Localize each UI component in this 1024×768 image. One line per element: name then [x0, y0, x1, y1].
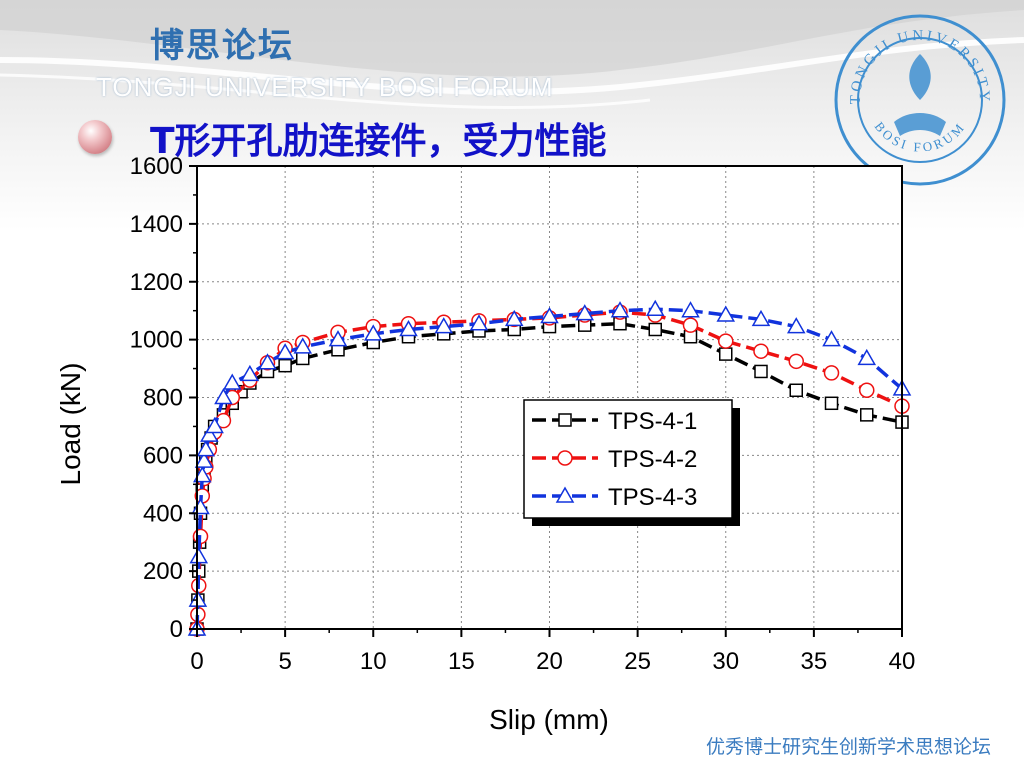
x-tick-label: 40: [889, 648, 916, 675]
data-point: [189, 547, 209, 564]
data-point: [469, 314, 489, 331]
data-point: [278, 358, 292, 373]
legend-label: TPS-4-2: [608, 446, 697, 473]
data-point: [719, 347, 733, 361]
data-point: [788, 353, 804, 370]
data-point: [192, 466, 212, 483]
y-tick-label: 1400: [130, 211, 183, 238]
data-point: [540, 306, 559, 324]
bullet-icon: [78, 120, 112, 154]
data-point: [293, 337, 313, 354]
x-tick-label: 20: [536, 648, 563, 675]
y-tick-label: 0: [170, 616, 183, 643]
forum-title-en: TONGJI UNIVERSITY BOSI FORUM: [96, 72, 554, 102]
data-point: [399, 319, 418, 337]
axes: 0 5 10 15 20 25 30 35 40020040060080010001200140…: [130, 153, 916, 675]
data-point: [240, 364, 260, 382]
y-tick-label: 600: [143, 442, 183, 469]
x-tick-label: 30: [712, 648, 739, 675]
data-point: [753, 343, 769, 359]
data-point: [824, 396, 839, 411]
y-tick-label: 1600: [130, 153, 183, 180]
forum-title-cn: 博思论坛: [150, 26, 294, 66]
data-point: [682, 317, 699, 333]
x-tick-label: 25: [624, 648, 651, 675]
data-point: [275, 343, 295, 360]
y-axis-title: Load (kN): [55, 363, 86, 486]
y-tick-label: 800: [143, 385, 183, 412]
data-point: [222, 373, 242, 390]
data-point: [857, 348, 877, 366]
legend-label: TPS-4-1: [608, 408, 697, 435]
legend-marker: [558, 413, 572, 427]
legend-label: TPS-4-3: [608, 484, 697, 511]
footer-text: 优秀博士研究生创新学术思想论坛: [706, 736, 992, 758]
y-tick-label: 400: [143, 500, 183, 527]
data-point: [296, 351, 310, 366]
data-point: [648, 322, 662, 337]
data-point: [363, 324, 383, 341]
university-logo: TONGJI UNIVERSITY BOSI FORUM: [834, 14, 1006, 186]
x-tick-label: 10: [360, 648, 387, 675]
data-point: [789, 383, 803, 398]
series-layer: [187, 299, 912, 637]
legend-marker: [557, 450, 573, 466]
x-tick-label: 35: [801, 648, 828, 675]
data-point: [504, 309, 524, 327]
data-point: [328, 330, 348, 347]
data-point: [823, 365, 840, 381]
data-point: [681, 301, 700, 318]
data-point: [859, 382, 875, 399]
data-point: [786, 317, 806, 334]
data-point: [822, 330, 841, 347]
data-point: [214, 387, 233, 405]
data-point: [575, 304, 595, 321]
data-point: [610, 301, 630, 318]
data-point: [645, 299, 665, 316]
data-point: [196, 440, 216, 457]
legend: TPS-4-1 TPS-4-2 TPS-4-3: [523, 399, 740, 526]
data-point: [718, 333, 734, 349]
data-point: [716, 305, 736, 322]
y-tick-label: 1000: [130, 327, 183, 354]
data-point: [258, 353, 277, 370]
data-point: [194, 451, 214, 468]
data-point: [754, 364, 768, 379]
y-tick-label: 1200: [130, 269, 183, 296]
slide-title: T形开孔肋连接件，受力性能: [150, 121, 607, 162]
series-TPS-4-3: [187, 299, 912, 636]
x-tick-label: 5: [278, 648, 291, 675]
data-point: [205, 416, 224, 434]
x-axis-title: Slip (mm): [489, 704, 609, 735]
grid: [197, 166, 902, 629]
x-tick-label: 15: [448, 648, 475, 675]
x-tick-label: 0: [190, 648, 203, 675]
data-point: [860, 408, 874, 422]
data-point: [434, 317, 454, 334]
legend-marker: [555, 486, 575, 503]
y-tick-label: 200: [143, 558, 183, 585]
data-point: [751, 309, 771, 327]
data-point: [200, 425, 219, 442]
